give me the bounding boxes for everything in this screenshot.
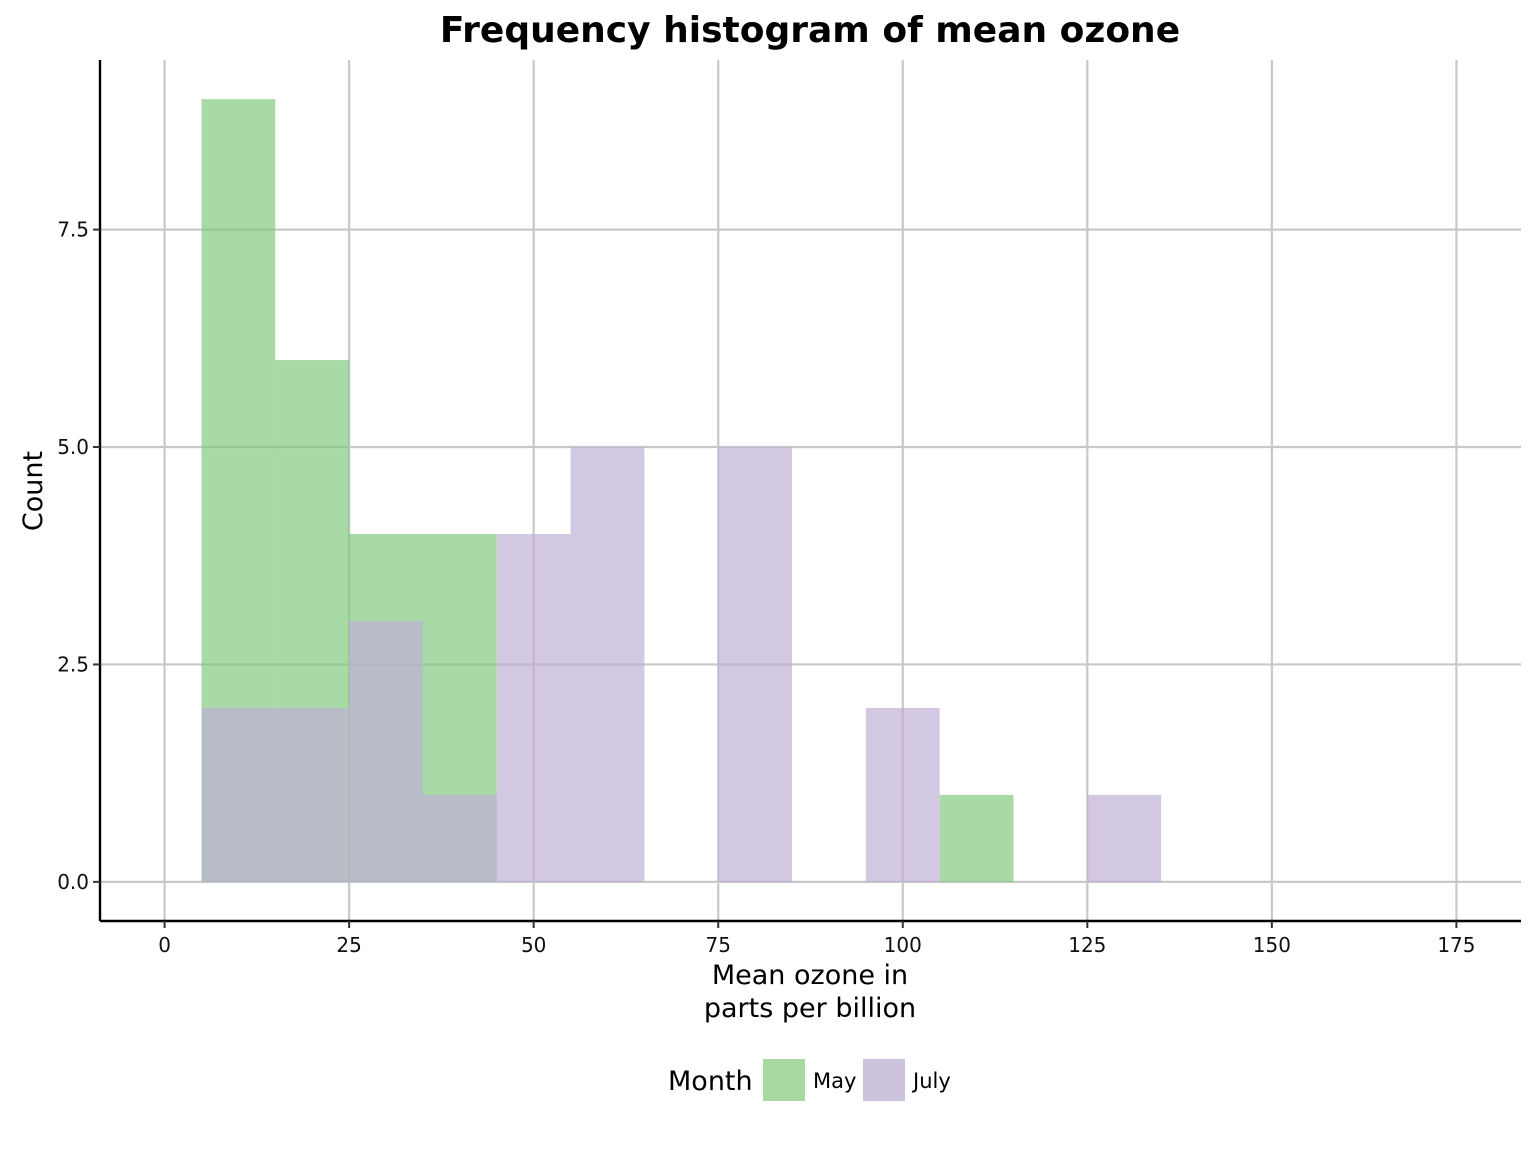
legend-swatch-may	[763, 1059, 805, 1101]
x-tick-label: 100	[884, 933, 922, 957]
legend-label-may: May	[813, 1069, 856, 1093]
axis-ticks: 0 25 50 75 100 125 150 175 0.0 2.5 5.0 7.5	[57, 218, 1475, 957]
bar-july	[718, 447, 793, 882]
x-axis-title-line-2: parts per billion	[704, 993, 916, 1024]
bar-july	[865, 707, 940, 882]
bar-may	[939, 794, 1014, 882]
bar-july	[201, 707, 276, 882]
x-tick-label: 150	[1253, 933, 1291, 957]
x-tick-label: 50	[521, 933, 546, 957]
bar-july	[1087, 794, 1162, 882]
y-tick-label: 2.5	[57, 652, 89, 676]
legend-swatch-july	[863, 1059, 905, 1101]
x-tick-label: 175	[1437, 933, 1475, 957]
axes	[98, 60, 1521, 923]
legend: Month May July	[668, 1059, 951, 1101]
bar-july	[275, 707, 350, 882]
y-tick-label: 0.0	[57, 870, 89, 894]
chart-title: Frequency histogram of mean ozone	[440, 10, 1180, 51]
x-tick-label: 25	[336, 933, 361, 957]
bar-july	[570, 447, 645, 882]
x-tick-label: 75	[706, 933, 731, 957]
y-axis-title: Count	[18, 451, 49, 531]
x-axis-title-line-1: Mean ozone in	[712, 960, 908, 991]
x-tick-label: 125	[1068, 933, 1106, 957]
legend-title: Month	[668, 1066, 753, 1097]
bar-july	[496, 533, 571, 882]
y-tick-label: 5.0	[57, 435, 89, 459]
histogram-bars	[201, 99, 1162, 882]
x-tick-label: 0	[158, 933, 171, 957]
legend-label-july: July	[911, 1069, 951, 1093]
bar-july	[422, 794, 497, 882]
bar-july	[349, 620, 423, 882]
y-tick-label: 7.5	[57, 218, 89, 242]
